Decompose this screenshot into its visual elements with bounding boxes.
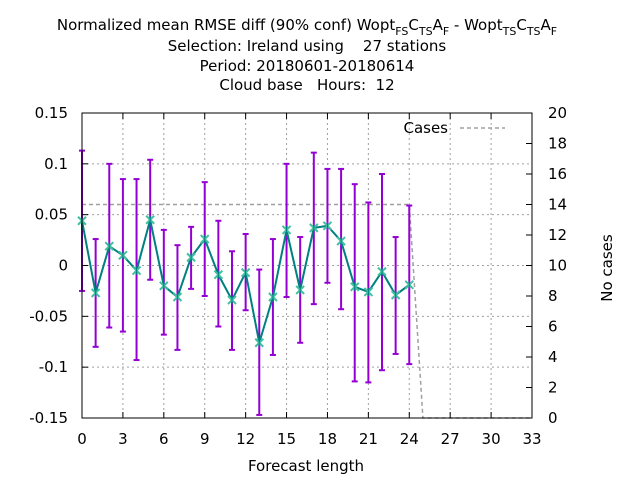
x-tick-label: 12 xyxy=(236,430,255,448)
y2-tick-label: 16 xyxy=(548,165,567,183)
x-tick-label: 15 xyxy=(277,430,296,448)
x-tick-label: 21 xyxy=(359,430,378,448)
x-tick-label: 6 xyxy=(159,430,169,448)
chart-subtitle-parameter: Cloud base Hours: 12 xyxy=(219,76,394,94)
y-tick-label: -0.15 xyxy=(29,409,68,427)
chart-subtitle-selection: Selection: Ireland using 27 stations xyxy=(168,37,447,55)
data-point xyxy=(145,215,155,225)
data-point xyxy=(336,236,346,246)
y2-tick-label: 2 xyxy=(548,379,558,397)
rmse-diff-markers xyxy=(77,215,414,348)
x-tick-label: 3 xyxy=(118,430,128,448)
data-point xyxy=(281,225,292,235)
x-axis-title: Forecast length xyxy=(248,457,364,475)
chart-title: Normalized mean RMSE diff (90% conf) Wop… xyxy=(57,16,557,38)
y2-tick-label: 8 xyxy=(548,287,558,305)
y-tick-label: -0.05 xyxy=(29,307,68,325)
data-point xyxy=(118,250,128,261)
data-point xyxy=(172,292,183,302)
y2-tick-label: 12 xyxy=(548,226,567,244)
data-point xyxy=(131,265,142,276)
x-tick-label: 33 xyxy=(522,430,541,448)
grid xyxy=(82,113,532,418)
x-tick-label: 9 xyxy=(200,430,210,448)
y-tick-label: 0.05 xyxy=(35,206,68,224)
data-point xyxy=(240,267,251,278)
x-tick-label: 0 xyxy=(77,430,87,448)
x-tick-label: 18 xyxy=(318,430,337,448)
x-tick-label: 30 xyxy=(482,430,501,448)
y2-tick-label: 10 xyxy=(548,257,567,275)
y2-tick-label: 4 xyxy=(548,348,558,366)
data-point xyxy=(350,282,360,292)
data-point xyxy=(268,292,278,302)
data-point xyxy=(104,241,114,251)
x-tick-label: 27 xyxy=(441,430,460,448)
legend-label-cases: Cases xyxy=(403,119,448,137)
data-point xyxy=(200,234,210,244)
y2-tick-label: 6 xyxy=(548,318,558,336)
x-tick-label: 24 xyxy=(400,430,419,448)
y2-tick-label: 20 xyxy=(548,104,567,122)
data-point xyxy=(159,281,169,291)
y-tick-label: 0.15 xyxy=(35,104,68,122)
data-point xyxy=(90,288,101,298)
errorbars xyxy=(79,149,413,416)
data-point xyxy=(377,266,387,277)
y2-tick-label: 0 xyxy=(548,409,558,427)
y2-axis-title: No cases xyxy=(598,234,616,302)
data-point xyxy=(213,269,224,280)
data-point xyxy=(227,295,237,305)
chart-subtitle-period: Period: 20180601-20180614 xyxy=(200,57,415,75)
legend: Cases xyxy=(403,119,505,137)
axes: 0 3 6 9 12 15 18 21 24 27 30 330.150.10.050-0.05-0.… xyxy=(29,104,567,448)
y2-tick-label: 18 xyxy=(548,135,567,153)
y-tick-label: 0 xyxy=(58,257,68,275)
data-point xyxy=(186,252,196,263)
y2-tick-label: 14 xyxy=(548,196,567,214)
y-tick-label: 0.1 xyxy=(44,155,68,173)
data-point xyxy=(390,290,401,300)
data-point xyxy=(295,285,305,295)
data-point xyxy=(254,338,264,348)
y-tick-label: -0.1 xyxy=(39,358,68,376)
data-point xyxy=(363,287,374,297)
data-point xyxy=(404,280,414,290)
data-point xyxy=(322,221,333,231)
data-point xyxy=(309,223,319,233)
